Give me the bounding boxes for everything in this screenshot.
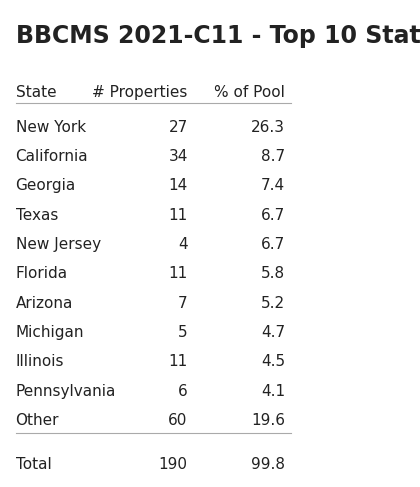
- Text: 19.6: 19.6: [251, 413, 285, 428]
- Text: 8.7: 8.7: [261, 149, 285, 164]
- Text: Texas: Texas: [16, 207, 58, 223]
- Text: 6: 6: [178, 384, 188, 398]
- Text: Other: Other: [16, 413, 59, 428]
- Text: 60: 60: [168, 413, 188, 428]
- Text: State: State: [16, 85, 56, 100]
- Text: Georgia: Georgia: [16, 178, 76, 193]
- Text: 6.7: 6.7: [261, 237, 285, 252]
- Text: BBCMS 2021-C11 - Top 10 States: BBCMS 2021-C11 - Top 10 States: [16, 23, 420, 48]
- Text: 14: 14: [168, 178, 188, 193]
- Text: 26.3: 26.3: [251, 119, 285, 134]
- Text: 4.1: 4.1: [261, 384, 285, 398]
- Text: 27: 27: [168, 119, 188, 134]
- Text: Pennsylvania: Pennsylvania: [16, 384, 116, 398]
- Text: New York: New York: [16, 119, 86, 134]
- Text: 4: 4: [178, 237, 188, 252]
- Text: 11: 11: [168, 354, 188, 369]
- Text: 5: 5: [178, 325, 188, 340]
- Text: 5.8: 5.8: [261, 266, 285, 281]
- Text: 11: 11: [168, 266, 188, 281]
- Text: Michigan: Michigan: [16, 325, 84, 340]
- Text: 190: 190: [159, 457, 188, 472]
- Text: Florida: Florida: [16, 266, 68, 281]
- Text: 7.4: 7.4: [261, 178, 285, 193]
- Text: 4.7: 4.7: [261, 325, 285, 340]
- Text: California: California: [16, 149, 88, 164]
- Text: # Properties: # Properties: [92, 85, 188, 100]
- Text: 34: 34: [168, 149, 188, 164]
- Text: Total: Total: [16, 457, 51, 472]
- Text: Arizona: Arizona: [16, 296, 73, 311]
- Text: New Jersey: New Jersey: [16, 237, 101, 252]
- Text: 11: 11: [168, 207, 188, 223]
- Text: Illinois: Illinois: [16, 354, 64, 369]
- Text: 6.7: 6.7: [261, 207, 285, 223]
- Text: 5.2: 5.2: [261, 296, 285, 311]
- Text: 4.5: 4.5: [261, 354, 285, 369]
- Text: 7: 7: [178, 296, 188, 311]
- Text: 99.8: 99.8: [251, 457, 285, 472]
- Text: % of Pool: % of Pool: [215, 85, 285, 100]
